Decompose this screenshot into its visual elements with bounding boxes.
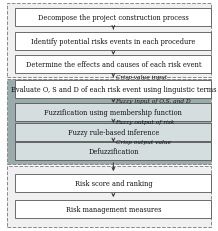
- Text: Crisp output value: Crisp output value: [116, 139, 171, 144]
- FancyBboxPatch shape: [15, 123, 211, 141]
- Text: Risk management measures: Risk management measures: [66, 205, 161, 213]
- Text: Risk score and ranking: Risk score and ranking: [75, 179, 152, 187]
- FancyBboxPatch shape: [15, 142, 211, 160]
- FancyBboxPatch shape: [7, 166, 211, 227]
- FancyBboxPatch shape: [15, 174, 211, 192]
- FancyBboxPatch shape: [15, 81, 211, 99]
- FancyBboxPatch shape: [15, 103, 211, 122]
- FancyBboxPatch shape: [7, 80, 211, 164]
- Text: Decompose the project construction process: Decompose the project construction proce…: [38, 14, 189, 22]
- Text: Fuzzification using membership function: Fuzzification using membership function: [44, 109, 182, 116]
- FancyBboxPatch shape: [15, 9, 211, 27]
- FancyBboxPatch shape: [15, 200, 211, 218]
- Text: Identify potential risks events in each procedure: Identify potential risks events in each …: [31, 38, 196, 46]
- Text: Defuzzification: Defuzzification: [88, 147, 139, 155]
- FancyBboxPatch shape: [15, 33, 211, 51]
- Text: Determine the effects and causes of each risk event: Determine the effects and causes of each…: [26, 61, 201, 69]
- FancyBboxPatch shape: [15, 56, 211, 74]
- Text: Fuzzy input of O,S, and D: Fuzzy input of O,S, and D: [116, 99, 191, 103]
- FancyBboxPatch shape: [7, 4, 211, 78]
- Text: Fuzzy output of risk: Fuzzy output of risk: [116, 120, 175, 125]
- Text: Evaluate O, S and D of each risk event using linguistic terms: Evaluate O, S and D of each risk event u…: [11, 86, 216, 94]
- Text: Crisp value input: Crisp value input: [116, 75, 167, 80]
- Text: Fuzzy rule-based inference: Fuzzy rule-based inference: [68, 128, 159, 137]
